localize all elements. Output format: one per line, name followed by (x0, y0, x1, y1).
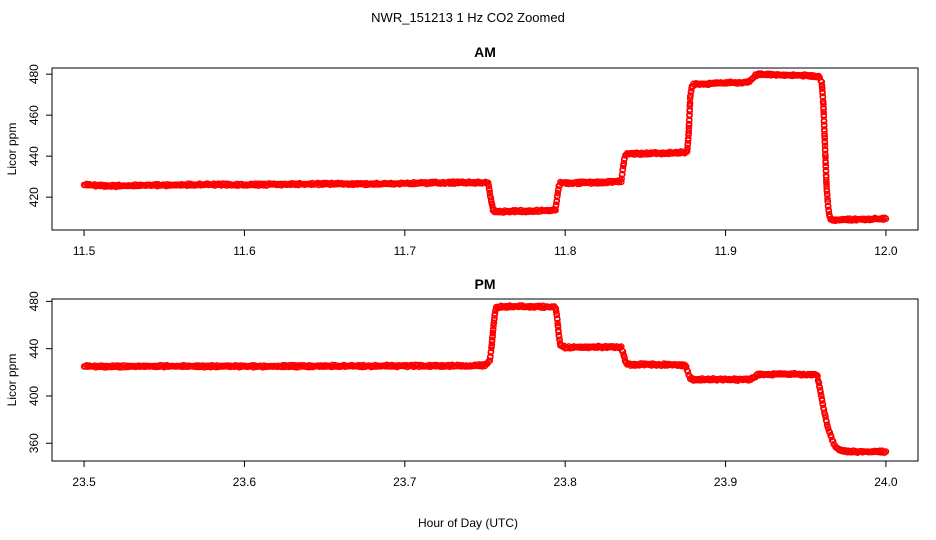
pm-y-axis-label: Licor ppm (5, 354, 19, 407)
pm-data-point (552, 308, 560, 315)
am-y-axis-label: Licor ppm (5, 123, 19, 176)
pm-data-point (554, 316, 561, 323)
am-data-point (822, 159, 829, 167)
x-axis-label: Hour of Day (UTC) (418, 516, 518, 530)
pm-panel-title: PM (475, 276, 496, 292)
am-data-point (685, 124, 693, 132)
pm-data-point (554, 319, 561, 327)
pm-y-tick-label: 440 (27, 338, 41, 358)
pm-y-tick-label: 360 (27, 433, 41, 453)
pm-data-point (555, 333, 563, 340)
pm-y-tick-label: 400 (27, 386, 41, 406)
am-data-point (486, 189, 494, 197)
am-data-point (820, 108, 827, 116)
pm-data-point (486, 357, 494, 364)
pm-data-points (80, 302, 890, 456)
am-data-point (822, 163, 830, 171)
am-panel-title: AM (474, 44, 496, 60)
figure-suptitle: NWR_151213 1 Hz CO2 Zoomed (371, 10, 565, 25)
am-data-point (555, 186, 562, 193)
am-data-point (819, 89, 826, 97)
am-data-point (824, 195, 831, 202)
pm-data-point (489, 326, 497, 333)
am-x-tick-label: 11.8 (554, 244, 577, 258)
pm-x-tick-label: 23.9 (714, 475, 738, 489)
am-plot-box (51, 67, 919, 231)
pm-data-point (818, 397, 826, 404)
am-y-tick-label: 440 (27, 146, 41, 166)
pm-x-tick-label: 23.6 (233, 475, 257, 489)
am-x-tick-label: 11.5 (73, 244, 96, 258)
am-data-point (685, 128, 693, 135)
am-y-tick-label: 480 (27, 64, 41, 84)
am-y-tick-label: 460 (27, 105, 41, 125)
am-data-point (485, 182, 493, 190)
am-data-point (686, 95, 694, 102)
pm-plot-box (51, 298, 919, 462)
am-data-point (552, 201, 560, 208)
am-y-tick-label: 420 (27, 187, 41, 207)
pm-x-tick-label: 23.8 (554, 475, 578, 489)
pm-axis-ticks: 23.5 23.6 23.7 23.8 23.9 24.0 360 400 440 480 (27, 291, 898, 489)
am-data-point (824, 191, 831, 199)
pm-data-point (491, 310, 499, 317)
pm-data-point (814, 372, 821, 380)
pm-x-tick-label: 24.0 (874, 475, 898, 489)
pm-data-point (489, 329, 497, 337)
pm-data-point (488, 336, 496, 344)
am-data-point (825, 207, 833, 215)
am-data-point (685, 120, 693, 128)
am-data-point (882, 215, 890, 223)
pm-y-tick-label: 480 (27, 291, 41, 311)
am-x-tick-label: 12.0 (874, 244, 898, 258)
am-data-point (686, 99, 694, 106)
am-data-point (486, 186, 493, 194)
am-x-tick-label: 11.7 (394, 244, 417, 258)
pm-data-point (490, 322, 497, 330)
pm-panel: PM Licor ppm 23.5 23.6 23.7 23.8 23.9 24.0 360… (5, 276, 919, 489)
am-panel: AM Licor ppm 11.5 11.6 11.7 11.8 11.9 12.0 420… (5, 44, 919, 258)
am-data-point (548, 207, 556, 214)
am-data-point (484, 179, 492, 187)
pm-data-point (817, 388, 824, 396)
am-data-point (820, 118, 828, 125)
am-data-point (823, 188, 831, 195)
am-data-point (821, 134, 829, 142)
am-data-points (80, 70, 890, 225)
pm-x-tick-label: 23.7 (393, 475, 417, 489)
am-data-point (821, 139, 829, 146)
am-x-tick-label: 11.9 (714, 244, 737, 258)
am-data-point (818, 85, 826, 92)
am-x-tick-label: 11.6 (233, 244, 256, 258)
am-data-point (618, 178, 625, 186)
pm-x-tick-label: 23.5 (72, 475, 96, 489)
am-data-point (554, 189, 562, 197)
am-axis-ticks: 11.5 11.6 11.7 11.8 11.9 12.0 420 440 460 480 (27, 64, 898, 258)
pm-data-point (815, 379, 823, 387)
pm-data-point (882, 448, 890, 455)
